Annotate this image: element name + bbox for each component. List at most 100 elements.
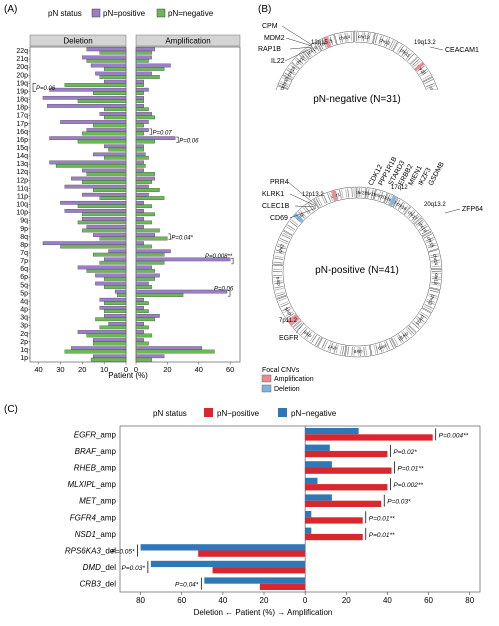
gene-mdm2: MDM2 <box>264 35 285 42</box>
bar-amp-pos-4p <box>135 305 144 310</box>
bottom-band-16-4 <box>309 333 316 342</box>
bottom-band-16-10 <box>299 326 307 334</box>
top-seg-chr22 <box>272 107 283 116</box>
bar-del-pos-21q <box>82 55 127 60</box>
pval-NSD1_amp: P=0.01** <box>369 532 395 539</box>
bar-del-neg-2p <box>93 341 127 346</box>
bottom-band-18-5 <box>274 285 284 289</box>
bottom-band-17-9 <box>282 306 291 312</box>
strip-amplification <box>135 34 241 47</box>
bottom-gene-labels: PRR4 KLRK1 CLEC1B CD69 12p13.2 17q12 20q… <box>262 156 483 342</box>
bottom-band-9-4 <box>431 276 441 278</box>
panel-c-label-negative: pN−negative <box>291 409 337 418</box>
bar-amp-neg-6p <box>135 277 155 281</box>
bar-del-neg-8q <box>99 236 127 241</box>
bottom-band-9-8 <box>430 283 440 286</box>
bar-neg-EGFR_amp <box>305 427 359 435</box>
top-band-10-6 <box>383 37 388 47</box>
bar-amp-pos-18p <box>135 104 144 108</box>
top-band-7-6 <box>327 37 332 46</box>
bottom-band-15-4 <box>335 344 339 354</box>
bar-del-pos-5p <box>114 289 127 294</box>
top-band-20-8 <box>301 172 307 179</box>
bottom-seg-chr10 <box>391 324 417 348</box>
bar-del-pos-9p <box>86 225 127 229</box>
bar-neg-CRB3_del <box>204 577 306 584</box>
top-label-chr8: chr8 <box>434 110 439 119</box>
row-label-15q: 15q <box>16 145 28 152</box>
label-type-RPS6KA3_del: _del <box>100 546 116 555</box>
bottom-band-19-9 <box>276 245 286 250</box>
bar-amp-neg-6q <box>135 268 155 273</box>
bottom-band-13-3 <box>385 340 390 350</box>
bar-neg-DMD_del <box>150 560 306 568</box>
top-band-20-2 <box>312 179 317 187</box>
bottom-label-chr11: chr11 <box>415 314 426 326</box>
top-band-12-2 <box>413 60 421 68</box>
top-band-21-16 <box>274 126 283 127</box>
top-band-4-4 <box>287 67 296 74</box>
bottom-band-5-5 <box>411 214 419 221</box>
top-highlight-0 <box>323 36 332 49</box>
top-band-14-2 <box>432 106 441 107</box>
row-label-17p: 17p <box>16 121 28 128</box>
label-gene-MET_amp: MET <box>79 497 97 506</box>
bar-del-pos-13q <box>49 160 127 165</box>
top-band-10-10 <box>390 41 396 50</box>
top-band-13-3 <box>425 83 435 88</box>
bar-amp-neg-5q <box>135 285 152 289</box>
bar-pos-FGFR4_amp <box>305 517 363 524</box>
del-tick-label-30: 30 <box>56 365 64 374</box>
panel-c-legend: pN status pN−positive pN−negative <box>153 408 337 418</box>
bottom-band-19-4 <box>274 255 284 259</box>
top-band-9-7 <box>366 32 369 42</box>
bar-amp-neg-8q <box>135 236 168 241</box>
bar-amp-neg-20q <box>135 67 165 71</box>
bar-del-pos-1q <box>71 346 127 351</box>
top-gene-labels: CPM MDM2 RAP1B IL22 12q15 19q13.2 CEACAM… <box>258 23 479 65</box>
top-band-11-2 <box>396 44 402 53</box>
bottom-label-chr14: chr14 <box>432 254 439 266</box>
bar-amp-pos-10p <box>135 209 144 213</box>
gene-egfr: EGFR <box>279 335 298 342</box>
top-band-8-8 <box>350 32 353 42</box>
label-gene-RHEB_amp: RHEB <box>74 463 97 472</box>
bar-amp-neg-18p <box>135 107 149 112</box>
top-label-chr12: chr12 <box>379 37 392 46</box>
row-label-22q: 22q <box>16 48 28 55</box>
c-tick-label-5: 20 <box>342 596 351 605</box>
pval-4: P=0.008** <box>205 254 233 260</box>
label-type-RHEB_amp: _amp <box>95 463 117 472</box>
bottom-band-14-2 <box>365 346 368 356</box>
bottom-band-21-13 <box>339 189 342 199</box>
top-band-2-2 <box>276 92 285 95</box>
bar-del-pos-17q <box>99 112 127 116</box>
bar-del-neg-5q <box>103 285 127 289</box>
bottom-band-18-1 <box>276 293 286 297</box>
bottom-band-10-10 <box>423 305 432 311</box>
top-band-21-17 <box>274 124 283 125</box>
amp-tick-label-20: 20 <box>163 365 171 374</box>
pval-MLXIPL_amp: P=0.002** <box>393 482 423 489</box>
bar-del-pos-12p <box>71 176 127 181</box>
panel-c-frame <box>119 425 481 593</box>
top-label-chr13: chr13 <box>358 34 370 40</box>
bar-del-neg-10p <box>82 212 127 217</box>
bar-amp-pos-10q <box>135 200 144 205</box>
gene-rap1b: RAP1B <box>258 46 281 53</box>
bar-amp-pos-3q <box>135 314 160 318</box>
top-band-8-6 <box>346 32 349 42</box>
bottom-highlight-2 <box>388 195 397 207</box>
bottom-band-12-7 <box>398 334 404 343</box>
bottom-band-6-2 <box>416 221 425 228</box>
top-label-chr16: chr16 <box>306 45 319 56</box>
top-band-20-5 <box>306 176 311 183</box>
bar-del-pos-2p <box>93 338 127 342</box>
top-band-21-7 <box>278 142 286 145</box>
bar-amp-neg-11q <box>135 188 160 192</box>
bar-del-pos-4q <box>99 297 127 302</box>
bottom-band-20-12 <box>299 210 307 218</box>
top-band-7-1 <box>318 40 324 50</box>
bar-del-pos-10p <box>64 209 127 213</box>
